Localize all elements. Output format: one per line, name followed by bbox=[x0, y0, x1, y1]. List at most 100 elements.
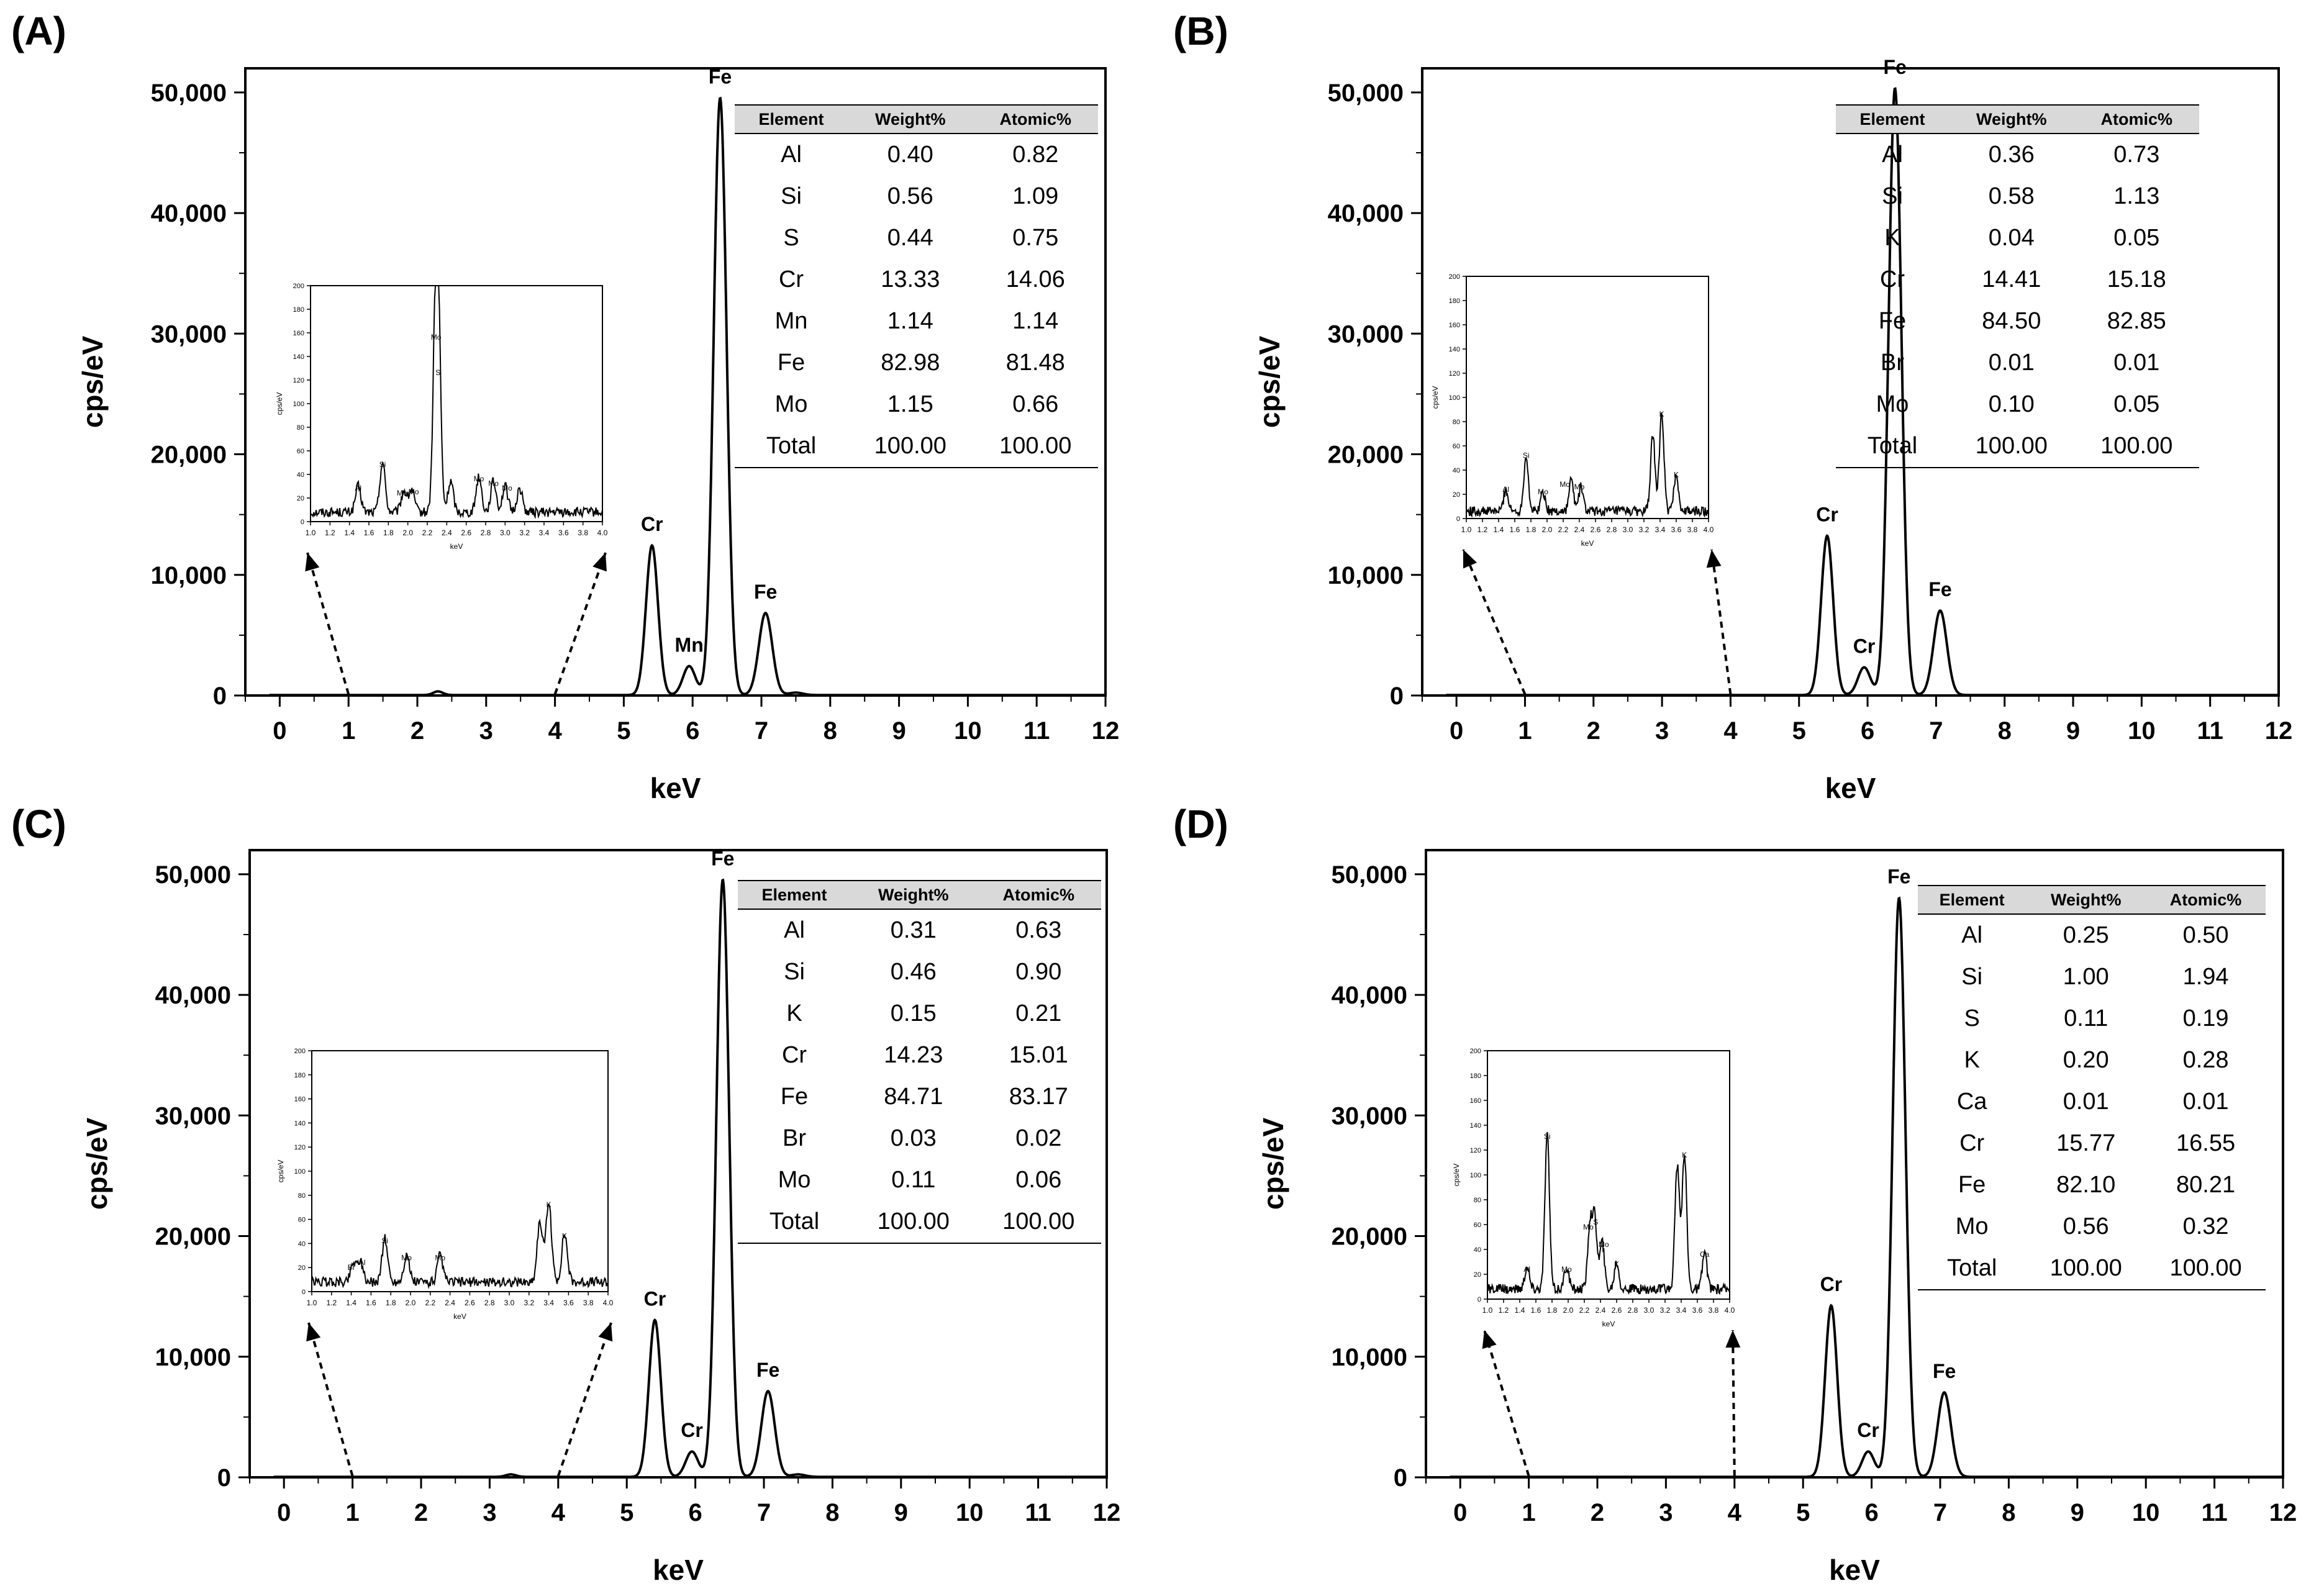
table-cell: 100.00 bbox=[973, 425, 1098, 468]
inset-peak-label: Mo bbox=[1574, 483, 1585, 491]
inset-peak-label: K bbox=[547, 1200, 551, 1209]
table-header-row: Element Weight% Atomic% bbox=[1918, 885, 2266, 915]
zoom-arrow bbox=[1710, 549, 1732, 695]
table-cell: 84.50 bbox=[1982, 308, 2041, 334]
x-tick-label: 11 bbox=[1025, 1499, 1051, 1526]
inset-x-tick-label: 2.6 bbox=[461, 528, 471, 537]
panel-label: (A) bbox=[11, 9, 66, 53]
inset-x-tick-label: 3.0 bbox=[504, 1298, 515, 1307]
table-cell: 0.32 bbox=[2182, 1213, 2229, 1239]
inset-x-tick-label: 1.2 bbox=[325, 528, 335, 537]
arrow-head bbox=[1482, 1330, 1497, 1349]
table-cell: Total bbox=[735, 425, 848, 468]
y-axis-title: cps/eV bbox=[76, 336, 109, 428]
spectrum-chart: (D)0 1 2 3 4 5 6 7 8 9 10 11 12010,00020,00030,00040… bbox=[1173, 802, 2297, 1586]
table-row: Mo 0.11 0.06 bbox=[738, 1159, 1101, 1201]
x-tick-label: 5 bbox=[620, 1499, 633, 1526]
inset-x-tick-label: 3.6 bbox=[558, 528, 569, 537]
plot-frame bbox=[1425, 849, 2284, 1479]
inset-x-tick-label: 1.6 bbox=[1531, 1306, 1541, 1315]
table-cell: 1.94 bbox=[2182, 964, 2229, 990]
table-row: Total 100.00 100.00 bbox=[1836, 425, 2199, 468]
table-cell: Si bbox=[781, 183, 802, 209]
table-cell: Al bbox=[781, 142, 802, 168]
table-row: K 0.15 0.21 bbox=[738, 993, 1101, 1035]
table-row: Cr 14.41 15.18 bbox=[1836, 259, 2199, 301]
table-cell: Mo bbox=[778, 1167, 811, 1193]
inset-peak-label: Mo bbox=[397, 489, 407, 497]
table-header-row: Element Weight% Atomic% bbox=[1836, 104, 2199, 134]
inset-peak-label: Mo bbox=[1561, 1265, 1572, 1274]
table-row: Total 100.00 100.00 bbox=[1918, 1248, 2266, 1290]
plot-frame bbox=[1421, 67, 2280, 697]
inset-x-tick-label: 4.0 bbox=[1725, 1306, 1735, 1315]
table-cell: 0.01 bbox=[1988, 350, 2035, 376]
table-cell: 84.71 bbox=[884, 1084, 943, 1110]
inset-peak-label: Si bbox=[379, 460, 386, 469]
table-header-cell: Weight% bbox=[851, 880, 976, 910]
inset-x-tick-label: 3.2 bbox=[1639, 525, 1650, 534]
inset-x-tick-label: 1.6 bbox=[366, 1298, 376, 1307]
y-tick-label: 0 bbox=[217, 1464, 231, 1492]
inset-x-tick-label: 3.0 bbox=[500, 528, 511, 537]
y-tick-label: 20,000 bbox=[1332, 1223, 1407, 1251]
inset-peak-label: Mo bbox=[409, 487, 419, 496]
x-axis-title: keV bbox=[650, 772, 701, 804]
inset-y-tick-label: 80 bbox=[297, 424, 304, 432]
inset-spectrum-line bbox=[1487, 1131, 1730, 1295]
inset-x-tick-label: 1.0 bbox=[307, 1298, 317, 1307]
inset-y-tick-label: 60 bbox=[1453, 443, 1460, 450]
inset-peak-label: Al bbox=[359, 1258, 366, 1267]
inset-peak-label: Si bbox=[1523, 451, 1530, 460]
inset-peak-label: Mo bbox=[488, 479, 499, 488]
y-tick-label: 40,000 bbox=[1328, 200, 1404, 227]
table-cell: Br bbox=[1881, 350, 1905, 376]
table-cell: 1.13 bbox=[2113, 183, 2160, 209]
spectrum-chart: (A)0 1 2 3 4 5 6 7 8 9 10 11 12010,00020,00030,00040… bbox=[11, 9, 1119, 804]
table-cell: Mo bbox=[1876, 391, 1909, 417]
zoom-arrow bbox=[553, 552, 607, 695]
inset-x-tick-label: 1.6 bbox=[364, 528, 374, 537]
table-cell: Cr bbox=[781, 1042, 807, 1068]
inset-x-tick-label: 4.0 bbox=[603, 1298, 614, 1307]
inset-peak-label: K bbox=[1614, 1260, 1619, 1269]
inset-x-tick-label: 1.8 bbox=[383, 528, 394, 537]
table-row: Cr 14.23 15.01 bbox=[738, 1035, 1101, 1076]
table-cell: 0.02 bbox=[1015, 1125, 1062, 1151]
table-cell: 83.17 bbox=[1009, 1084, 1068, 1110]
table-cell: 0.82 bbox=[1012, 142, 1059, 168]
y-tick-label: 0 bbox=[1394, 1464, 1407, 1492]
peak-label: Cr bbox=[644, 1288, 666, 1310]
x-tick-label: 3 bbox=[1655, 717, 1669, 745]
inset-peak-label: Mo bbox=[1559, 480, 1570, 489]
inset-y-tick-label: 100 bbox=[1470, 1172, 1481, 1179]
x-tick-label: 3 bbox=[483, 1499, 496, 1526]
arrow-head bbox=[1725, 1330, 1741, 1348]
x-axis-title: keV bbox=[1829, 1554, 1880, 1586]
x-tick-label: 10 bbox=[954, 717, 982, 745]
table-cell: Cr bbox=[778, 266, 804, 292]
inset-x-tick-label: 2.2 bbox=[425, 1298, 435, 1307]
x-tick-label: 11 bbox=[2201, 1499, 2227, 1526]
arrow-head bbox=[1463, 550, 1477, 569]
inset-y-tick-label: 200 bbox=[1470, 1048, 1481, 1055]
inset-x-tick-label: 1.4 bbox=[1515, 1306, 1525, 1315]
inset-x-tick-label: 2.0 bbox=[1542, 525, 1553, 534]
inset-y-tick-label: 120 bbox=[1470, 1147, 1481, 1154]
arrow-head bbox=[592, 553, 607, 572]
x-tick-label: 0 bbox=[273, 717, 286, 745]
x-tick-label: 7 bbox=[757, 1499, 771, 1526]
inset-x-tick-label: 1.0 bbox=[1461, 525, 1472, 534]
x-tick-label: 0 bbox=[1450, 717, 1463, 745]
table-row: Si 0.58 1.13 bbox=[1836, 176, 2199, 217]
inset-y-tick-label: 20 bbox=[1453, 491, 1460, 499]
table-cell: Si bbox=[784, 959, 805, 985]
table-cell: 80.21 bbox=[2176, 1172, 2236, 1198]
inset-x-tick-label: 2.4 bbox=[1595, 1306, 1606, 1315]
table-cell: 82.10 bbox=[2056, 1172, 2116, 1198]
y-tick-label: 50,000 bbox=[1328, 79, 1404, 107]
y-tick-label: 30,000 bbox=[1332, 1102, 1407, 1130]
peak-label: Fe bbox=[709, 66, 732, 88]
table-cell: 0.44 bbox=[887, 225, 933, 251]
